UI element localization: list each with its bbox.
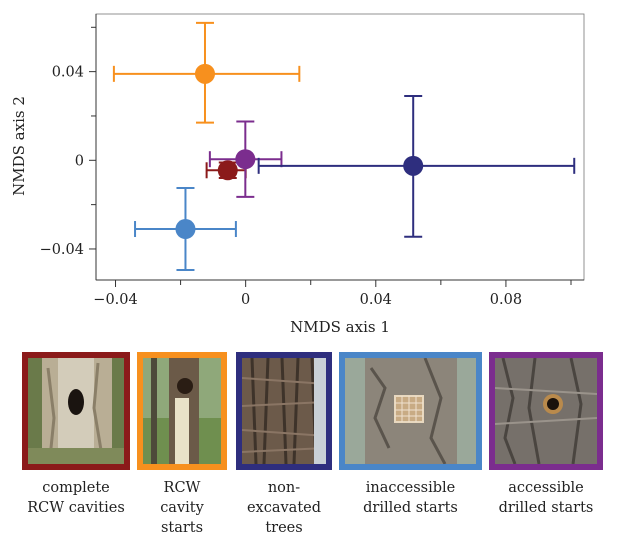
legend-label: inaccessible drilled starts	[363, 480, 458, 516]
x-tick-label: −0.04	[93, 292, 137, 308]
legend-photo-frame	[236, 352, 332, 470]
legend-label: non- excavated trees	[246, 480, 322, 536]
data-point	[175, 219, 196, 240]
series-3	[257, 95, 576, 238]
drilled-start-screened-photo	[345, 358, 476, 464]
data-point	[235, 149, 256, 170]
legend-photo-frame	[137, 352, 227, 470]
x-tick-label: 0	[241, 292, 250, 308]
series-4	[134, 187, 237, 272]
plot-frame	[95, 13, 585, 281]
legend-photo-frame	[489, 352, 603, 470]
drilled-start-open-photo	[495, 358, 597, 464]
x-axis-label: NMDS axis 1	[290, 318, 390, 336]
legend-photo-frame	[339, 352, 482, 470]
tree-cavity-photo	[28, 358, 124, 464]
y-tick-label: 0	[75, 153, 84, 169]
x-tick-label: 0.08	[490, 292, 522, 308]
series-0	[112, 21, 301, 124]
nmds-chart: −0.04 0 0.04 0.08 −0.04 0 0.04 NMDS axis 1 NMD…	[10, 13, 585, 336]
legend-label: complete RCW cavities	[27, 480, 125, 516]
y-tick-label: 0.04	[52, 65, 84, 81]
series-2	[208, 120, 283, 198]
legend-photo-frame	[22, 352, 130, 470]
legend-label: RCW cavity starts	[160, 480, 204, 536]
chart-marks	[112, 21, 576, 272]
y-tick-label: −0.04	[40, 242, 84, 258]
data-point	[194, 63, 215, 84]
tree-bark-photo	[242, 358, 326, 464]
category-legend: complete RCW cavities RCW cavity starts	[0, 348, 622, 537]
x-tick-label: 0.04	[360, 292, 392, 308]
tree-cavity-start-photo	[143, 358, 221, 464]
y-axis-label: NMDS axis 2	[10, 96, 28, 196]
data-point	[217, 160, 238, 181]
chart-axes: −0.04 0 0.04 0.08 −0.04 0 0.04	[40, 13, 585, 308]
data-point	[403, 155, 424, 176]
legend-label: accessible drilled starts	[498, 480, 594, 516]
